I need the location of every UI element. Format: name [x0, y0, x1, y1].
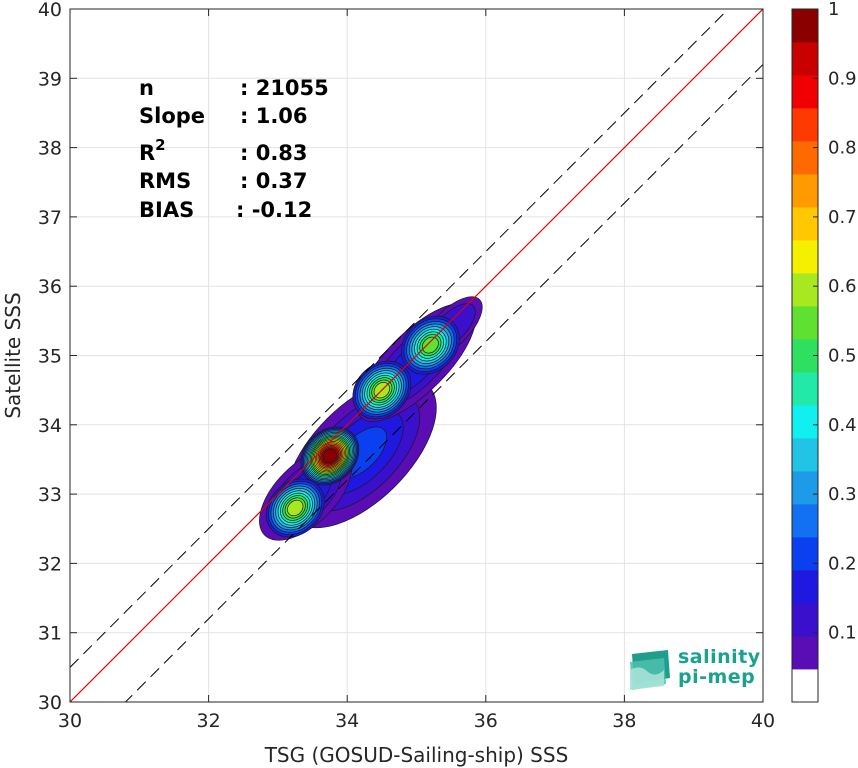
y-tick-label: 38: [38, 138, 62, 160]
stat-superscript: 2: [155, 136, 165, 154]
colorbar-tick-label: 0.3: [828, 484, 857, 505]
x-tick-label: 30: [58, 710, 82, 732]
colorbar-segment: [792, 42, 818, 76]
y-tick-label: 40: [38, 0, 62, 21]
y-tick-label: 31: [38, 623, 62, 645]
stat-label: BIAS: [139, 198, 194, 222]
colorbar-segment: [792, 438, 818, 472]
x-tick-label: 38: [612, 710, 636, 732]
logo-wave-icon: [630, 650, 670, 690]
colorbar-segment: [792, 75, 818, 109]
line-identity-1: [124, 64, 763, 702]
colorbar-segment: [792, 669, 818, 703]
y-tick-label: 30: [38, 692, 62, 714]
y-tick-label: 34: [38, 415, 62, 437]
colorbar-segment: [792, 504, 818, 538]
colorbar-segment: [792, 273, 818, 307]
colorbar-tick-label: 0.2: [828, 553, 857, 574]
logo-line1: salinity: [678, 646, 761, 668]
x-tick-label: 40: [751, 710, 775, 732]
reference-lines: [70, 9, 763, 702]
y-axis-ticks: 30 31 32 33 34 35 36 37 38 39 40: [38, 0, 763, 714]
density-peak-level: [322, 448, 337, 464]
colorbar-segment: [792, 636, 818, 670]
x-axis-label: TSG (GOSUD-Sailing-ship) SSS: [264, 743, 569, 767]
x-tick-label: 34: [335, 710, 359, 732]
y-tick-label: 35: [38, 346, 62, 368]
colorbar-segment: [792, 240, 818, 274]
colorbar-tick-label: 0.9: [828, 68, 857, 89]
stat-label: n: [139, 76, 154, 100]
colorbar-tick-label: 0.8: [828, 138, 857, 159]
y-tick-label: 32: [38, 553, 62, 575]
y-tick-label: 33: [38, 484, 62, 506]
colorbar-tick-label: 0.5: [828, 346, 857, 367]
stat-value: : 21055: [240, 76, 329, 100]
colorbar-segment: [792, 570, 818, 604]
density-peak-level: [287, 499, 304, 517]
colorbar-segment: [792, 537, 818, 571]
colorbar-tick-label: 0.1: [828, 623, 857, 644]
colorbar-segment: [792, 207, 818, 241]
colorbar-tick-label: 0.4: [828, 415, 857, 436]
x-axis-ticks: 30 32 34 36 38 40: [58, 9, 775, 732]
colorbar-segment: [792, 471, 818, 505]
line-regression: [70, 9, 763, 702]
y-tick-label: 37: [38, 207, 62, 229]
salinity-pi-mep-logo: salinity pi-mep: [628, 644, 761, 692]
colorbar-tick-label: 1: [828, 0, 839, 20]
colorbar-segment: [792, 372, 818, 406]
stat-label: RMS: [139, 169, 191, 193]
stat-value: : 0.37: [240, 169, 308, 193]
colorbar-segment: [792, 9, 818, 43]
logo-line2: pi-mep: [678, 666, 756, 688]
x-tick-label: 36: [474, 710, 498, 732]
colorbar-tick-label: 0.6: [828, 276, 857, 297]
line-identity+1: [70, 9, 730, 668]
colorbar-tick-label: 0.7: [828, 207, 857, 228]
stat-value: : 1.06: [240, 104, 308, 128]
y-axis-label: Satellite SSS: [1, 292, 25, 418]
colorbar: 0.1 0.2 0.3 0.4 0.5 0.6 0.7 0.8 0.9 1: [791, 0, 857, 703]
colorbar-segment: [792, 108, 818, 142]
colorbar-segment: [792, 405, 818, 439]
y-tick-label: 39: [38, 68, 62, 90]
stat-label: Slope: [139, 104, 205, 128]
y-tick-label: 36: [38, 276, 62, 298]
density-peak-level: [421, 336, 439, 354]
x-tick-label: 32: [197, 710, 221, 732]
colorbar-segment: [792, 141, 818, 175]
colorbar-segment: [792, 174, 818, 208]
colorbar-segment: [792, 306, 818, 340]
stat-value: : 0.83: [240, 141, 308, 165]
stat-value: : -0.12: [236, 198, 312, 222]
colorbar-segment: [792, 603, 818, 637]
